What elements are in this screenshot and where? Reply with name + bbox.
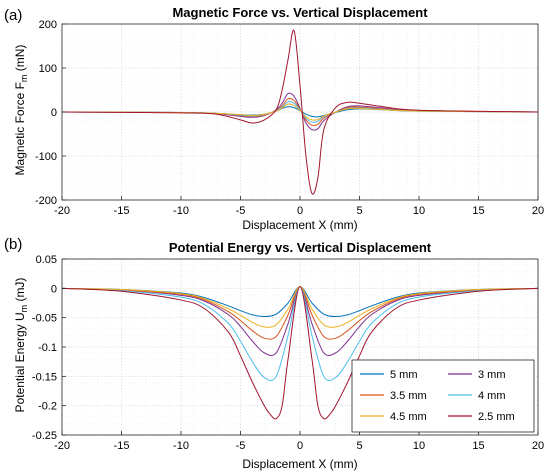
x-axis-label: Displacement X (mm) <box>242 457 357 471</box>
series-line <box>61 103 539 121</box>
x-tick-label: -20 <box>54 440 70 452</box>
chart-title: Magnetic Force vs. Vertical Displacement <box>172 5 428 20</box>
legend-label: 2.5 mm <box>478 411 515 423</box>
series-line <box>61 286 539 420</box>
y-axis-label-unit: (mJ) <box>13 278 27 305</box>
x-tick-label: -15 <box>114 440 130 452</box>
legend-box <box>351 359 535 433</box>
x-tick-label: 15 <box>472 440 484 452</box>
panel-energy: (b) Potential Energy vs. Vertical Displa… <box>4 236 544 471</box>
x-tick-label: 20 <box>532 205 544 217</box>
y-axis-label-main: Potential Energy U <box>13 312 27 412</box>
y-axis-label: Potential Energy Um (mJ) <box>13 278 29 413</box>
y-tick-label: -0.05 <box>32 313 57 325</box>
x-tick-label: -5 <box>236 440 246 452</box>
panel-force: (a) Magnetic Force vs. Vertical Displace… <box>4 5 544 232</box>
x-tick-label: 5 <box>356 440 362 452</box>
y-tick-label: -0.15 <box>32 371 57 383</box>
y-axis-label-sub: m <box>19 305 29 313</box>
x-tick-label: 0 <box>297 205 303 217</box>
legend-label: 4 mm <box>478 390 506 402</box>
x-tick-label: 10 <box>413 440 425 452</box>
y-tick-label: 0 <box>51 107 57 119</box>
y-tick-label: -0.25 <box>32 430 57 442</box>
series-group <box>61 286 539 420</box>
y-tick-label: 200 <box>39 19 57 31</box>
y-tick-label: -100 <box>35 151 57 163</box>
x-tick-label: 0 <box>297 440 303 452</box>
ticks-group: -20 -15 -10 -5 0 5 10 15 20 -200 -100 0 100 200 <box>35 19 544 217</box>
x-tick-label: 15 <box>472 205 484 217</box>
legend-label: 4.5 mm <box>390 411 427 423</box>
panel-label: (b) <box>4 236 22 253</box>
x-tick-label: -10 <box>173 440 189 452</box>
ticks-group: -20 -15 -10 -5 0 5 10 15 20 -0.25 -0.2 -0.15 -0.1 -0.… <box>32 254 544 452</box>
y-axis-label-main: Magnetic Force F <box>13 82 27 175</box>
x-tick-label: 10 <box>413 205 425 217</box>
y-axis-label-sub: m <box>19 75 29 83</box>
y-tick-label: -200 <box>35 195 57 207</box>
y-tick-label: 0 <box>51 283 57 295</box>
x-tick-label: -15 <box>114 205 130 217</box>
y-axis-label: Magnetic Force Fm (mN) <box>13 45 29 176</box>
y-tick-label: 0.05 <box>36 254 57 266</box>
x-tick-label: 5 <box>356 205 362 217</box>
y-tick-label: 100 <box>39 63 57 75</box>
legend: 5 mm 3 mm 3.5 mm 4 mm 4.5 mm 2.5 mm <box>351 359 535 433</box>
series-group <box>61 29 539 195</box>
x-tick-label: -5 <box>236 205 246 217</box>
y-axis-label-unit: (mN) <box>13 45 27 75</box>
y-tick-label: -0.1 <box>38 342 57 354</box>
x-axis-label: Displacement X (mm) <box>242 218 357 232</box>
panel-label: (a) <box>4 7 22 24</box>
legend-label: 3.5 mm <box>390 390 427 402</box>
series-line <box>61 29 539 195</box>
x-tick-label: 20 <box>532 440 544 452</box>
x-tick-label: -20 <box>54 205 70 217</box>
x-tick-label: -10 <box>173 205 189 217</box>
y-tick-label: -0.2 <box>38 401 57 413</box>
chart-title: Potential Energy vs. Vertical Displaceme… <box>169 240 432 255</box>
series-line <box>61 286 539 357</box>
legend-label: 5 mm <box>390 369 418 381</box>
legend-label: 3 mm <box>478 369 506 381</box>
